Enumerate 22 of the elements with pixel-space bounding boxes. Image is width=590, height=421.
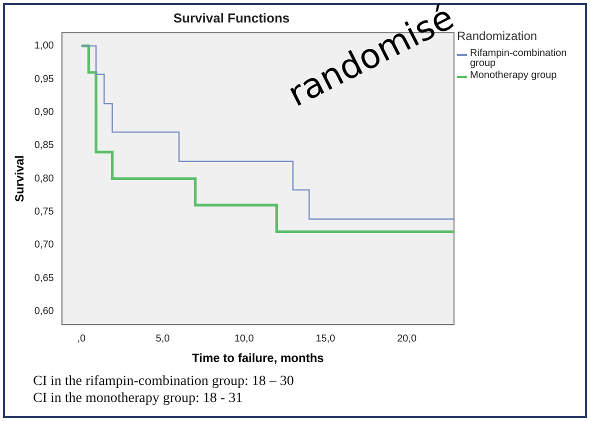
- y-tick-label: 0,95: [34, 74, 54, 85]
- x-tick-label: ,0: [77, 333, 86, 344]
- text: CI in the monotherapy group: 18 - 31: [33, 390, 244, 407]
- y-tick-label: 0,90: [34, 106, 54, 118]
- y-tick-label: 0,60: [34, 306, 54, 318]
- y-tick-label: 0,85: [34, 140, 54, 152]
- y-axis-title: Survival: [12, 155, 27, 202]
- legend-label: Rifampin-combination group: [470, 48, 568, 69]
- y-tick-label: 0,75: [34, 206, 54, 218]
- text: CI in the rifampin-combination group: 18 – 30: [33, 373, 294, 390]
- chart-title: Survival Functions: [173, 10, 290, 26]
- x-tick-label: 20,0: [397, 333, 417, 344]
- x-tick-label: 10,0: [234, 333, 254, 344]
- y-tick-label: 0,70: [34, 240, 54, 251]
- x-tick-label: 15,0: [316, 333, 336, 344]
- x-tick-label: 5,0: [156, 333, 170, 344]
- y-tick-label: 0,65: [34, 272, 54, 284]
- y-tick-label: 1,00: [34, 40, 54, 52]
- x-axis-title: Time to failure, months: [192, 351, 324, 366]
- y-tick-label: 0,80: [34, 173, 54, 184]
- legend-title: Randomization: [457, 29, 538, 43]
- legend-label: Monotherapy group: [470, 70, 557, 81]
